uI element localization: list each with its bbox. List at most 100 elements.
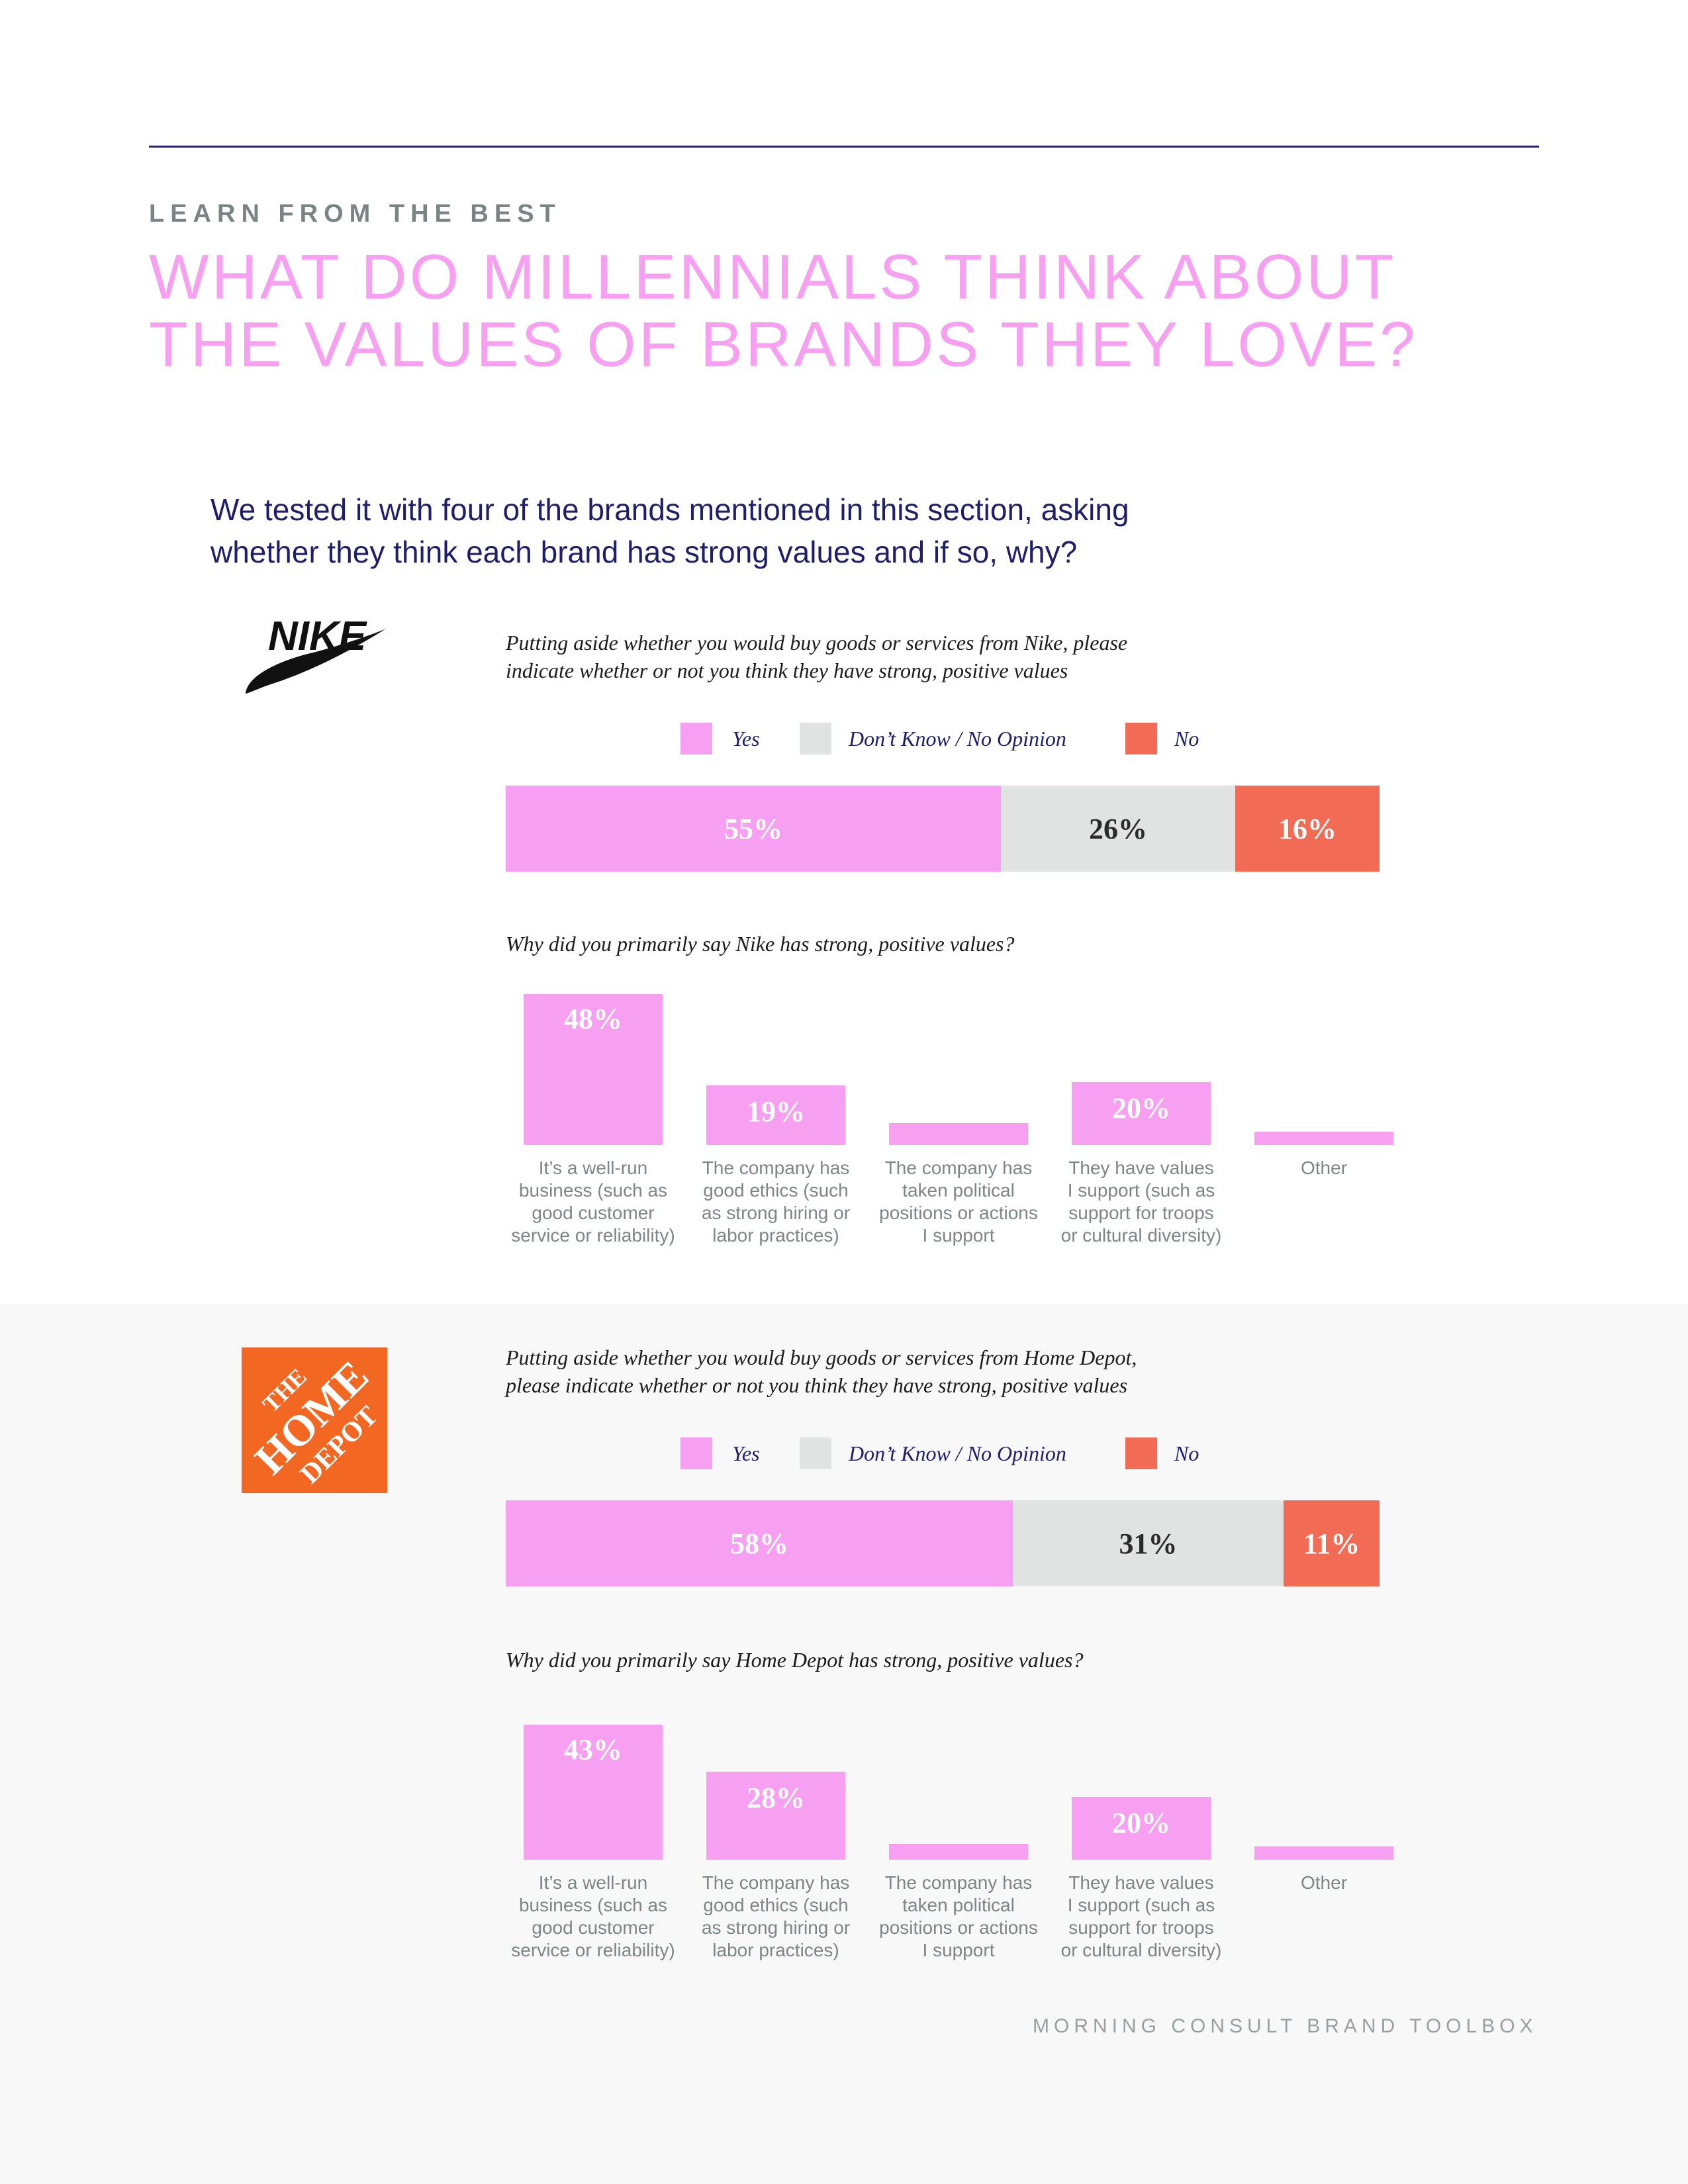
reason-category-line: They have values: [1068, 1872, 1214, 1893]
nike-question-2: Why did you primarily say Nike has stron…: [506, 932, 1015, 956]
reason-bar: 28%: [706, 1772, 845, 1860]
reason-category-line: I support: [922, 1225, 995, 1246]
page-title: WHAT DO MILLENNIALS THINK ABOUT THE VALU…: [149, 244, 1605, 379]
reason-bar: [889, 1123, 1028, 1145]
stacked-segment-yes: 55%: [506, 786, 1001, 872]
legend-dont-know-swatch: [800, 1437, 831, 1469]
reason-category-line: The company has: [884, 1872, 1033, 1893]
reason-category-line: as strong hiring or: [701, 1203, 851, 1223]
stacked-segment-label: 11%: [1303, 1527, 1360, 1560]
stacked-segment-no: 11%: [1284, 1500, 1380, 1586]
reason-category-label: It’s a well-run business (such as good cus…: [504, 1872, 682, 1962]
stacked-segment-yes: 58%: [506, 1500, 1013, 1586]
reason-category-label: They have values I support (such as suppor…: [1052, 1157, 1231, 1247]
legend-no-label: No: [1174, 1441, 1199, 1465]
nike-swoosh-icon: NIKE: [246, 614, 386, 694]
reason-category-line: as strong hiring or: [701, 1917, 851, 1938]
reason-category-line: It’s a well-run: [538, 1158, 648, 1178]
reason-category-line: support for troops: [1068, 1203, 1214, 1223]
reason-category-line: Other: [1300, 1158, 1348, 1178]
stacked-segment-dont-know: 31%: [1013, 1500, 1284, 1586]
reason-category-label: It’s a well-run business (such as good cus…: [504, 1157, 682, 1247]
footer-brand: MORNING CONSULT BRAND TOOLBOX: [1033, 2015, 1538, 2037]
home-depot-logo: THE HOME DEPOT: [242, 1347, 387, 1493]
legend-no-swatch: [1125, 1437, 1157, 1469]
nike-question-1: Putting aside whether you would buy good…: [506, 629, 1499, 684]
reason-category-line: positions or actions: [879, 1917, 1038, 1938]
home-depot-question-1: Putting aside whether you would buy good…: [506, 1343, 1499, 1399]
reason-bar-label: 43%: [564, 1733, 622, 1766]
reason-category-line: business (such as: [518, 1180, 668, 1201]
reason-category-line: It’s a well-run: [538, 1872, 648, 1893]
reason-bar-label: 28%: [747, 1782, 805, 1814]
intro-line-2: whether they think each brand has strong…: [211, 535, 1078, 569]
reason-category-label: The company has taken political positions …: [869, 1157, 1048, 1247]
reason-category-line: taken political: [902, 1180, 1015, 1201]
reason-category-line: good customer: [532, 1917, 655, 1938]
reason-category-line: service or reliability): [511, 1940, 675, 1960]
reason-category-label: The company has good ethics (such as stron…: [686, 1872, 865, 1962]
reason-category-label: Other: [1235, 1157, 1413, 1179]
nike-wordmark: NIKE: [268, 614, 367, 659]
home-depot-values-stacked-bar: 58% 31% 11%: [506, 1500, 1380, 1586]
legend-yes-swatch: [680, 1437, 712, 1469]
home-depot-icon: THE HOME DEPOT: [246, 1351, 383, 1489]
stacked-segment-label: 26%: [1089, 812, 1147, 845]
nike-reasons-bar-chart: 48% It’s a well-run business (such as good …: [504, 946, 1432, 1247]
legend-yes-label: Yes: [732, 727, 760, 751]
nike-question-1-line-1: Putting aside whether you would buy good…: [506, 631, 1128, 655]
legend-no-swatch: [1125, 723, 1157, 754]
reason-bar-label: 20%: [1112, 1092, 1170, 1124]
stacked-segment-label: 58%: [730, 1527, 788, 1560]
reason-category-line: positions or actions: [879, 1203, 1038, 1223]
reason-category-line: or cultural diversity): [1060, 1940, 1222, 1960]
stacked-segment-label: 55%: [724, 812, 782, 845]
reason-category-line: I support (such as: [1067, 1895, 1215, 1915]
reason-category-label: The company has good ethics (such as stron…: [686, 1157, 865, 1247]
legend-yes-label: Yes: [732, 1441, 760, 1465]
reason-bar: 20%: [1072, 1797, 1211, 1860]
stacked-segment-dont-know: 26%: [1001, 786, 1235, 872]
stacked-segment-label: 31%: [1119, 1527, 1178, 1560]
title-line-1: WHAT DO MILLENNIALS THINK ABOUT: [149, 242, 1397, 312]
reason-bar-label: 19%: [747, 1095, 805, 1128]
reason-category-line: They have values: [1068, 1158, 1214, 1178]
reason-bar: 20%: [1072, 1082, 1211, 1145]
reason-category-line: taken political: [902, 1895, 1015, 1915]
legend-dont-know-swatch: [800, 723, 831, 754]
stacked-segment-label: 16%: [1278, 812, 1336, 845]
intro-text: We tested it with four of the brands men…: [211, 488, 1336, 573]
title-line-2: THE VALUES OF BRANDS THEY LOVE?: [149, 309, 1418, 380]
reason-category-label: Other: [1235, 1872, 1413, 1894]
reason-bar: 19%: [706, 1085, 845, 1145]
reason-bar: [1254, 1132, 1393, 1145]
reason-category-line: good ethics (such: [703, 1180, 849, 1201]
intro-line-1: We tested it with four of the brands men…: [211, 492, 1129, 527]
reason-category-line: good customer: [532, 1203, 655, 1223]
reason-bar: [1254, 1846, 1393, 1860]
reason-category-line: Other: [1300, 1872, 1348, 1893]
reason-category-line: I support (such as: [1067, 1180, 1215, 1201]
reason-category-line: labor practices): [712, 1225, 839, 1246]
reason-category-line: or cultural diversity): [1060, 1225, 1222, 1246]
reason-category-line: The company has: [884, 1158, 1033, 1178]
reason-bar: [889, 1844, 1028, 1860]
nike-values-stacked-bar: 55% 26% 16%: [506, 786, 1380, 872]
reason-category-line: service or reliability): [511, 1225, 675, 1246]
home-depot-question-1-line-1: Putting aside whether you would buy good…: [506, 1345, 1137, 1369]
section-kicker: LEARN FROM THE BEST: [149, 200, 561, 228]
legend-yes-swatch: [680, 723, 712, 754]
reason-category-line: good ethics (such: [703, 1895, 849, 1915]
reason-bar-label: 48%: [564, 1003, 622, 1035]
top-rule: [149, 146, 1539, 148]
reason-category-line: The company has: [702, 1158, 850, 1178]
reason-category-label: The company has taken political positions …: [869, 1872, 1048, 1962]
reason-category-label: They have values I support (such as suppor…: [1052, 1872, 1231, 1962]
nike-question-1-line-2: indicate whether or not you think they h…: [506, 659, 1068, 682]
reason-category-line: labor practices): [712, 1940, 839, 1960]
nike-logo: NIKE: [242, 609, 387, 754]
stacked-segment-no: 16%: [1235, 786, 1380, 872]
reason-bar-label: 20%: [1112, 1807, 1170, 1839]
legend-dont-know-label: Don’t Know / No Opinion: [849, 1441, 1066, 1465]
legend-no-label: No: [1174, 727, 1199, 751]
